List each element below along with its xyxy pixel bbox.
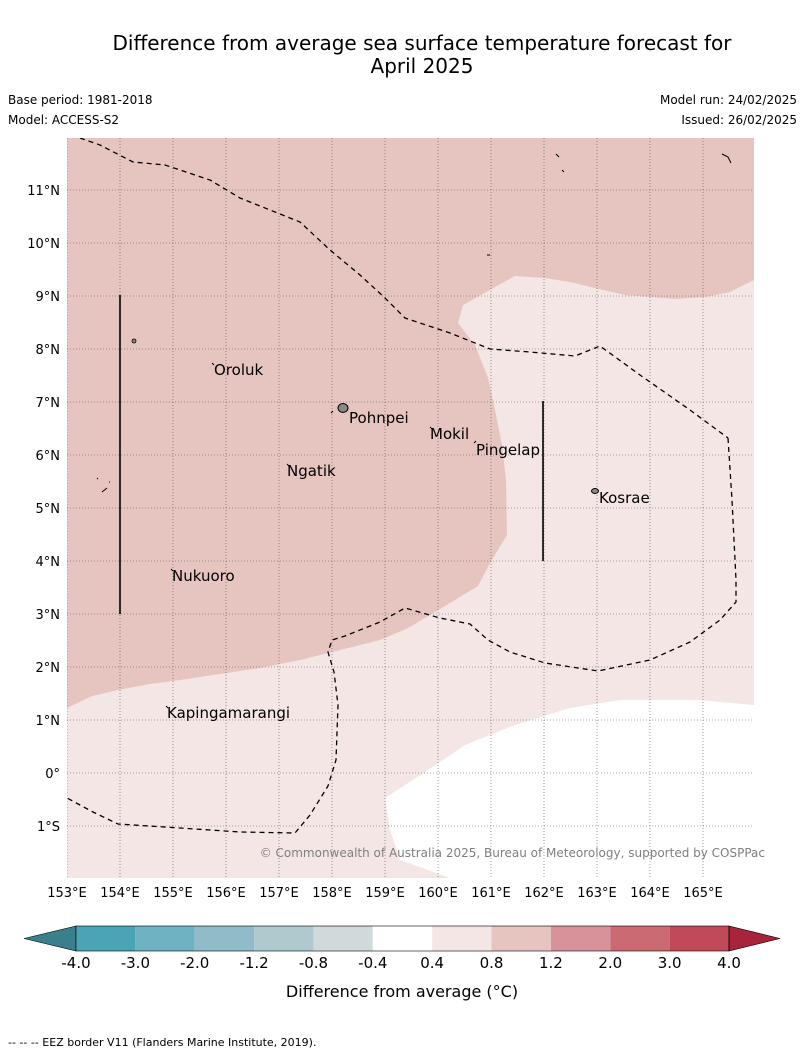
colorbar-tick: -0.8 bbox=[299, 954, 328, 972]
colorbar-segment bbox=[135, 926, 195, 951]
latitude-label: 4°N bbox=[36, 555, 61, 570]
latitude-label: 8°N bbox=[36, 343, 61, 358]
place-labels: Oroluk Pohnpei Mokil Pingelap Ngatik Kos… bbox=[167, 361, 650, 722]
title-line-1: Difference from average sea surface temp… bbox=[112, 31, 732, 55]
eez-border-north bbox=[79, 138, 729, 439]
base-period: Base period: 1981-2018 bbox=[8, 93, 153, 107]
longitude-labels: 153°E 154°E 155°E 156°E 157°E 158°E 159°E 160°E… bbox=[47, 886, 723, 901]
colorbar-tick: -1.2 bbox=[239, 954, 268, 972]
colorbar-tick: -4.0 bbox=[61, 954, 90, 972]
colorbar-outline bbox=[75, 925, 730, 952]
pohnpei-island-icon bbox=[337, 403, 349, 413]
colorbar-extend-high bbox=[728, 925, 781, 952]
colorbar-tick: 4.0 bbox=[717, 954, 741, 972]
latitude-label: 11°N bbox=[27, 184, 60, 199]
latitude-label: 6°N bbox=[36, 449, 61, 464]
colorbar-segment bbox=[610, 926, 670, 951]
atoll-icon bbox=[96, 477, 110, 493]
colorbar-tick: -0.4 bbox=[358, 954, 387, 972]
colorbar-segment bbox=[372, 926, 433, 951]
anomaly-region-0.8-1.2 bbox=[67, 138, 754, 708]
place-label-mokil: Mokil bbox=[430, 425, 469, 443]
issued-date: Issued: 26/02/2025 bbox=[681, 113, 797, 127]
atoll-icon bbox=[131, 338, 137, 344]
colorbar-extend-low bbox=[23, 925, 77, 952]
latitude-label: 3°N bbox=[36, 608, 61, 623]
longitude-label: 165°E bbox=[683, 886, 723, 901]
colorbar-segment bbox=[550, 926, 611, 951]
model-run: Model run: 24/02/2025 bbox=[659, 93, 797, 107]
atoll-icon bbox=[721, 153, 732, 164]
longitude-label: 162°E bbox=[524, 886, 564, 901]
latitude-label: 7°N bbox=[36, 396, 61, 411]
place-label-pohnpei: Pohnpei bbox=[349, 409, 409, 427]
model-name: Model: ACCESS-S2 bbox=[8, 113, 120, 127]
longitude-label: 154°E bbox=[100, 886, 140, 901]
colorbar-segment bbox=[76, 926, 136, 951]
colorbar-tick: 0.8 bbox=[480, 954, 504, 972]
longitude-label: 163°E bbox=[577, 886, 617, 901]
longitude-label: 164°E bbox=[630, 886, 670, 901]
place-label-nukuoro: Nukuoro bbox=[172, 567, 235, 585]
colorbar-tick: -3.0 bbox=[121, 954, 150, 972]
latitude-labels: 11°N 10°N 9°N 8°N 7°N 6°N 5°N 4°N 3°N 2°N 1°N 0° 1°S bbox=[27, 184, 60, 835]
longitude-label: 153°E bbox=[47, 886, 87, 901]
kosrae-island-icon bbox=[591, 488, 599, 494]
place-label-kosrae: Kosrae bbox=[599, 489, 650, 507]
title-line-2: April 2025 bbox=[370, 54, 474, 78]
colorbar-tick-labels: -4.0 -3.0 -2.0 -1.2 -0.8 -0.4 0.4 0.8 1.2 2.0 3.0 4… bbox=[61, 954, 741, 972]
longitude-label: 160°E bbox=[418, 886, 458, 901]
colorbar-segment bbox=[313, 926, 373, 951]
longitude-label: 156°E bbox=[206, 886, 246, 901]
map-title: Difference from average sea surface temp… bbox=[60, 32, 784, 78]
latitude-label: 5°N bbox=[36, 502, 61, 517]
eez-borders bbox=[67, 138, 737, 834]
map-area: Oroluk Pohnpei Mokil Pingelap Ngatik Kos… bbox=[67, 138, 754, 878]
place-label-kapingamarangi: Kapingamarangi bbox=[167, 704, 290, 722]
place-label-oroluk: Oroluk bbox=[214, 361, 263, 379]
latitude-label: 0° bbox=[45, 767, 60, 782]
longitude-label: 159°E bbox=[365, 886, 405, 901]
colorbar-tick: 1.2 bbox=[539, 954, 563, 972]
longitude-label: 155°E bbox=[153, 886, 193, 901]
colorbar-segment bbox=[491, 926, 551, 951]
colorbar-tick: 3.0 bbox=[658, 954, 682, 972]
colorbar-segment bbox=[669, 926, 729, 951]
colorbar-segment bbox=[194, 926, 255, 951]
longitude-label: 161°E bbox=[471, 886, 511, 901]
latitude-label: 1°N bbox=[36, 714, 61, 729]
colorbar-tick: 0.4 bbox=[420, 954, 444, 972]
latitude-label: 1°S bbox=[37, 820, 60, 835]
atoll-icon bbox=[165, 254, 490, 709]
colorbar-tick: -2.0 bbox=[180, 954, 209, 972]
copyright-notice: © Commonwealth of Australia 2025, Bureau… bbox=[260, 846, 765, 860]
islands bbox=[96, 153, 732, 709]
colorbar-segment bbox=[432, 926, 492, 951]
anomaly-region-neutral bbox=[385, 700, 754, 878]
longitude-label: 158°E bbox=[312, 886, 352, 901]
colorbar-tick: 2.0 bbox=[598, 954, 622, 972]
latitude-label: 9°N bbox=[36, 290, 61, 305]
colorbar-label: Difference from average (°C) bbox=[286, 982, 518, 1001]
eez-footnote: -- -- -- EEZ border V11 (Flanders Marine… bbox=[8, 1036, 317, 1049]
longitude-label: 157°E bbox=[259, 886, 299, 901]
colorbar-segment bbox=[254, 926, 314, 951]
place-label-pingelap: Pingelap bbox=[476, 441, 540, 459]
latitude-label: 2°N bbox=[36, 661, 61, 676]
atoll-icon bbox=[555, 153, 565, 173]
latitude-label: 10°N bbox=[27, 237, 60, 252]
colorbar bbox=[23, 925, 781, 952]
place-label-ngatik: Ngatik bbox=[287, 462, 336, 480]
